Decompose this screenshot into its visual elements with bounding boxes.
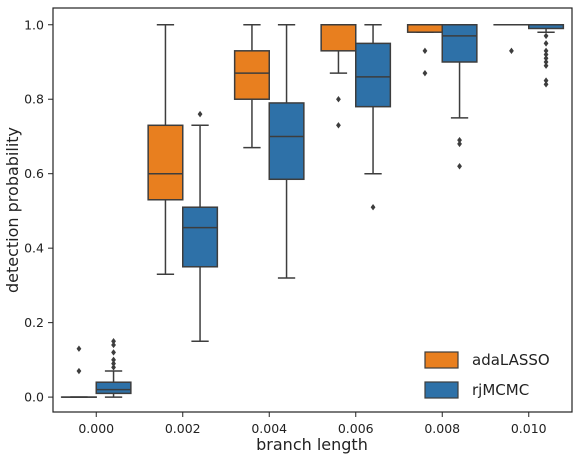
y-axis-title: detection probability xyxy=(3,127,22,293)
box-adaLASSO-0.004 xyxy=(233,24,270,149)
box-adaLASSO-0.000 xyxy=(60,345,97,398)
box-rjMCMC-0.006 xyxy=(355,24,392,211)
legend-label-adaLASSO: adaLASSO xyxy=(472,351,550,369)
outlier-point xyxy=(543,55,549,62)
outlier-point xyxy=(543,58,549,66)
outlier-point xyxy=(543,51,549,58)
box-body xyxy=(95,381,132,395)
outlier-point xyxy=(422,69,428,77)
box-adaLASSO-0.002 xyxy=(147,24,184,275)
box-rjMCMC-0.008 xyxy=(441,24,478,170)
box-rjMCMC-0.010 xyxy=(528,24,565,88)
outlier-point xyxy=(111,364,116,371)
x-tick-label: 0.002 xyxy=(165,421,201,436)
box-body xyxy=(147,124,184,201)
box-body xyxy=(233,50,270,100)
y-tick-label: 0.2 xyxy=(24,315,44,330)
y-tick-label: 0.4 xyxy=(24,241,44,256)
outlier-point xyxy=(543,40,549,47)
outlier-point xyxy=(543,47,549,55)
y-tick-label: 1.0 xyxy=(24,17,44,32)
box-body xyxy=(268,102,305,181)
outlier-point xyxy=(111,349,116,356)
outlier-point xyxy=(457,163,462,170)
y-tick-label: 0.6 xyxy=(24,166,44,181)
box-adaLASSO-0.006 xyxy=(320,24,357,129)
outlier-point xyxy=(543,62,549,69)
box-rjMCMC-0.002 xyxy=(182,110,219,343)
outlier-point xyxy=(111,360,116,367)
y-tick-label: 0.8 xyxy=(24,92,44,107)
outlier-point xyxy=(543,77,549,84)
outlier-point xyxy=(457,136,462,144)
outlier-point xyxy=(543,81,549,88)
x-tick-label: 0.004 xyxy=(251,421,287,436)
outlier-point xyxy=(336,96,341,103)
outlier-point xyxy=(509,47,514,55)
outlier-point xyxy=(76,367,82,375)
x-tick-label: 0.010 xyxy=(511,421,547,436)
box-body xyxy=(320,24,357,52)
box-body xyxy=(182,206,219,268)
box-body xyxy=(406,24,443,33)
outlier-point xyxy=(111,341,116,349)
x-tick-label: 0.006 xyxy=(338,421,374,436)
outlier-point xyxy=(197,110,203,118)
legend-label-rjMCMC: rjMCMC xyxy=(472,381,529,399)
box-body xyxy=(355,42,392,108)
legend-swatch-adaLASSO xyxy=(424,351,459,369)
box-adaLASSO-0.008 xyxy=(406,24,443,77)
x-tick-label: 0.008 xyxy=(424,421,460,436)
outlier-point xyxy=(370,204,376,211)
box-adaLASSO-0.010 xyxy=(493,24,530,55)
outlier-point xyxy=(422,47,428,55)
outlier-point xyxy=(543,32,549,40)
legend-swatch-rjMCMC xyxy=(424,381,459,399)
outlier-point xyxy=(111,356,116,364)
x-axis-title: branch length xyxy=(256,435,368,454)
y-tick-label: 0.0 xyxy=(24,390,44,405)
x-tick-label: 0.000 xyxy=(78,421,114,436)
outlier-point xyxy=(336,122,341,129)
outlier-point xyxy=(457,140,462,148)
box-body xyxy=(441,24,478,63)
box-rjMCMC-0.000 xyxy=(95,338,132,398)
outlier-point xyxy=(76,345,82,352)
plot-frame xyxy=(52,7,573,413)
outlier-point xyxy=(111,338,116,345)
box-rjMCMC-0.004 xyxy=(268,24,305,279)
